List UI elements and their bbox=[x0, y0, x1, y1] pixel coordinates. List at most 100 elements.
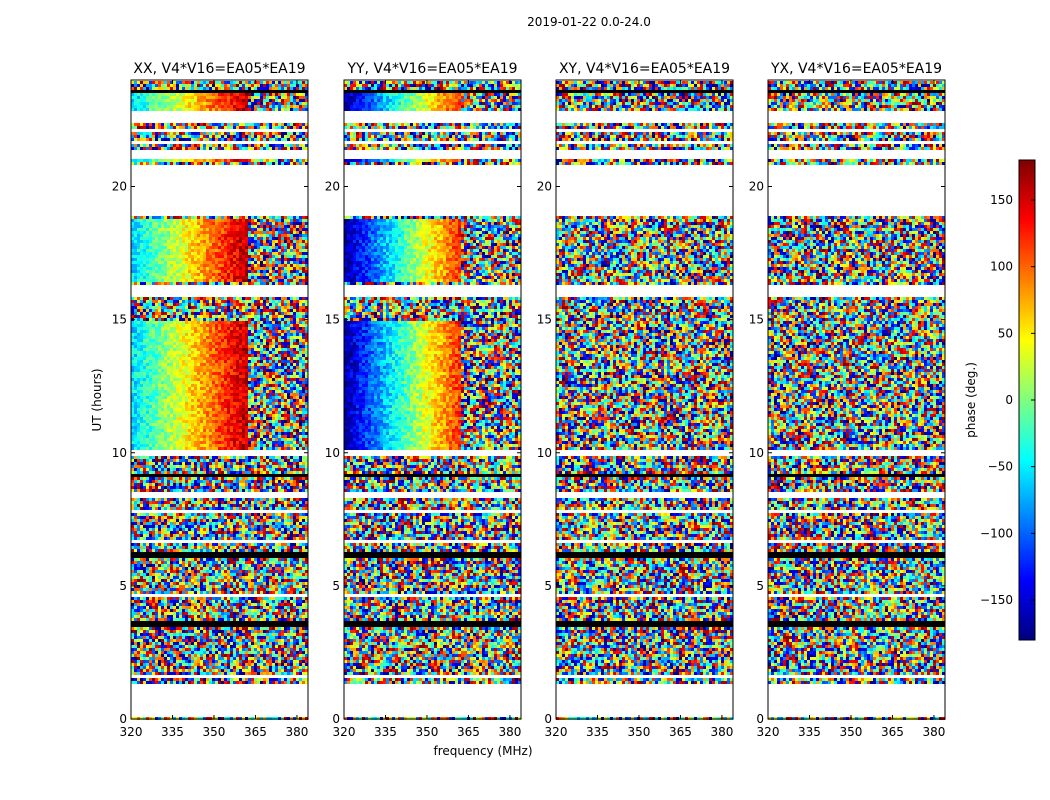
heatmap-cell bbox=[179, 231, 183, 234]
heatmap-cell bbox=[281, 354, 285, 357]
heatmap-cell bbox=[131, 333, 135, 336]
heatmap-cell bbox=[299, 327, 303, 330]
heatmap-cell bbox=[209, 246, 213, 249]
heatmap-cell bbox=[275, 354, 279, 357]
heatmap-cell bbox=[197, 366, 201, 369]
heatmap-cell bbox=[275, 219, 279, 222]
heatmap-cell bbox=[233, 318, 237, 321]
heatmap-cell bbox=[305, 339, 309, 342]
heatmap-cell bbox=[272, 297, 276, 300]
heatmap-cell bbox=[293, 93, 297, 96]
heatmap-cell bbox=[143, 225, 147, 228]
heatmap-cell bbox=[239, 300, 243, 303]
heatmap-cell bbox=[134, 264, 138, 267]
heatmap-cell bbox=[140, 246, 144, 249]
heatmap-cell bbox=[161, 378, 165, 381]
heatmap-cell bbox=[263, 351, 267, 354]
heatmap-cell bbox=[239, 216, 243, 219]
heatmap-cell bbox=[269, 348, 273, 351]
heatmap-cell bbox=[251, 303, 255, 306]
heatmap-cell bbox=[245, 162, 249, 165]
heatmap-cell bbox=[242, 354, 246, 357]
heatmap-cell bbox=[194, 417, 198, 420]
heatmap-cell bbox=[302, 105, 306, 108]
heatmap-cell bbox=[263, 324, 267, 327]
heatmap-cell bbox=[257, 264, 261, 267]
heatmap-cell bbox=[236, 234, 240, 237]
heatmap-cell bbox=[188, 411, 192, 414]
heatmap-cell bbox=[134, 411, 138, 414]
heatmap-cell bbox=[248, 369, 252, 372]
heatmap-cell bbox=[254, 423, 258, 426]
heatmap-cell bbox=[287, 231, 291, 234]
heatmap-cell bbox=[221, 144, 225, 147]
heatmap-cell bbox=[179, 234, 183, 237]
heatmap-cell bbox=[152, 81, 156, 84]
heatmap-cell bbox=[278, 216, 282, 219]
heatmap-cell bbox=[203, 228, 207, 231]
heatmap-cell bbox=[167, 300, 171, 303]
heatmap-cell bbox=[179, 240, 183, 243]
heatmap-cell bbox=[182, 327, 186, 330]
heatmap-cell bbox=[179, 132, 183, 135]
heatmap-cell bbox=[212, 267, 216, 270]
heatmap-cell bbox=[245, 123, 249, 126]
heatmap-cell bbox=[209, 393, 213, 396]
heatmap-cell bbox=[251, 159, 255, 162]
heatmap-cell bbox=[272, 249, 276, 252]
heatmap-cell bbox=[269, 327, 273, 330]
heatmap-cell bbox=[245, 219, 249, 222]
heatmap-cell bbox=[257, 105, 261, 108]
heatmap-cell bbox=[146, 99, 150, 102]
heatmap-cell bbox=[236, 93, 240, 96]
heatmap-cell bbox=[233, 381, 237, 384]
heatmap-cell bbox=[278, 303, 282, 306]
heatmap-cell bbox=[275, 159, 279, 162]
heatmap-cell bbox=[242, 246, 246, 249]
heatmap-cell bbox=[269, 249, 273, 252]
heatmap-cell bbox=[242, 225, 246, 228]
heatmap-cell bbox=[155, 240, 159, 243]
heatmap-cell bbox=[245, 108, 249, 111]
heatmap-cell bbox=[281, 123, 285, 126]
heatmap-cell bbox=[221, 255, 225, 258]
heatmap-cell bbox=[260, 423, 264, 426]
heatmap-cell bbox=[212, 372, 216, 375]
heatmap-cell bbox=[266, 402, 270, 405]
heatmap-cell bbox=[305, 357, 309, 360]
heatmap-cell bbox=[269, 399, 273, 402]
heatmap-cell bbox=[284, 243, 288, 246]
heatmap-cell bbox=[269, 321, 273, 324]
heatmap-cell bbox=[266, 246, 270, 249]
heatmap-cell bbox=[227, 264, 231, 267]
heatmap-cell bbox=[200, 279, 204, 282]
heatmap-cell bbox=[206, 249, 210, 252]
heatmap-cell bbox=[149, 225, 153, 228]
heatmap-cell bbox=[242, 351, 246, 354]
heatmap-cell bbox=[170, 300, 174, 303]
heatmap-cell bbox=[137, 267, 141, 270]
heatmap-cell bbox=[197, 342, 201, 345]
heatmap-cell bbox=[236, 315, 240, 318]
heatmap-cell bbox=[257, 246, 261, 249]
heatmap-cell bbox=[185, 351, 189, 354]
heatmap-cell bbox=[182, 426, 186, 429]
heatmap-cell bbox=[236, 342, 240, 345]
heatmap-cell bbox=[134, 333, 138, 336]
heatmap-cell bbox=[227, 366, 231, 369]
heatmap-cell bbox=[254, 318, 258, 321]
heatmap-cell bbox=[227, 273, 231, 276]
heatmap-cell bbox=[305, 348, 309, 351]
heatmap-cell bbox=[134, 420, 138, 423]
heatmap-cell bbox=[221, 336, 225, 339]
heatmap-cell bbox=[296, 330, 300, 333]
heatmap-cell bbox=[218, 306, 222, 309]
heatmap-cell bbox=[200, 312, 204, 315]
heatmap-cell bbox=[302, 243, 306, 246]
heatmap-cell bbox=[149, 297, 153, 300]
heatmap-cell bbox=[146, 327, 150, 330]
heatmap-cell bbox=[155, 324, 159, 327]
heatmap-cell bbox=[131, 372, 135, 375]
heatmap-cell bbox=[212, 135, 216, 138]
heatmap-cell bbox=[245, 105, 249, 108]
